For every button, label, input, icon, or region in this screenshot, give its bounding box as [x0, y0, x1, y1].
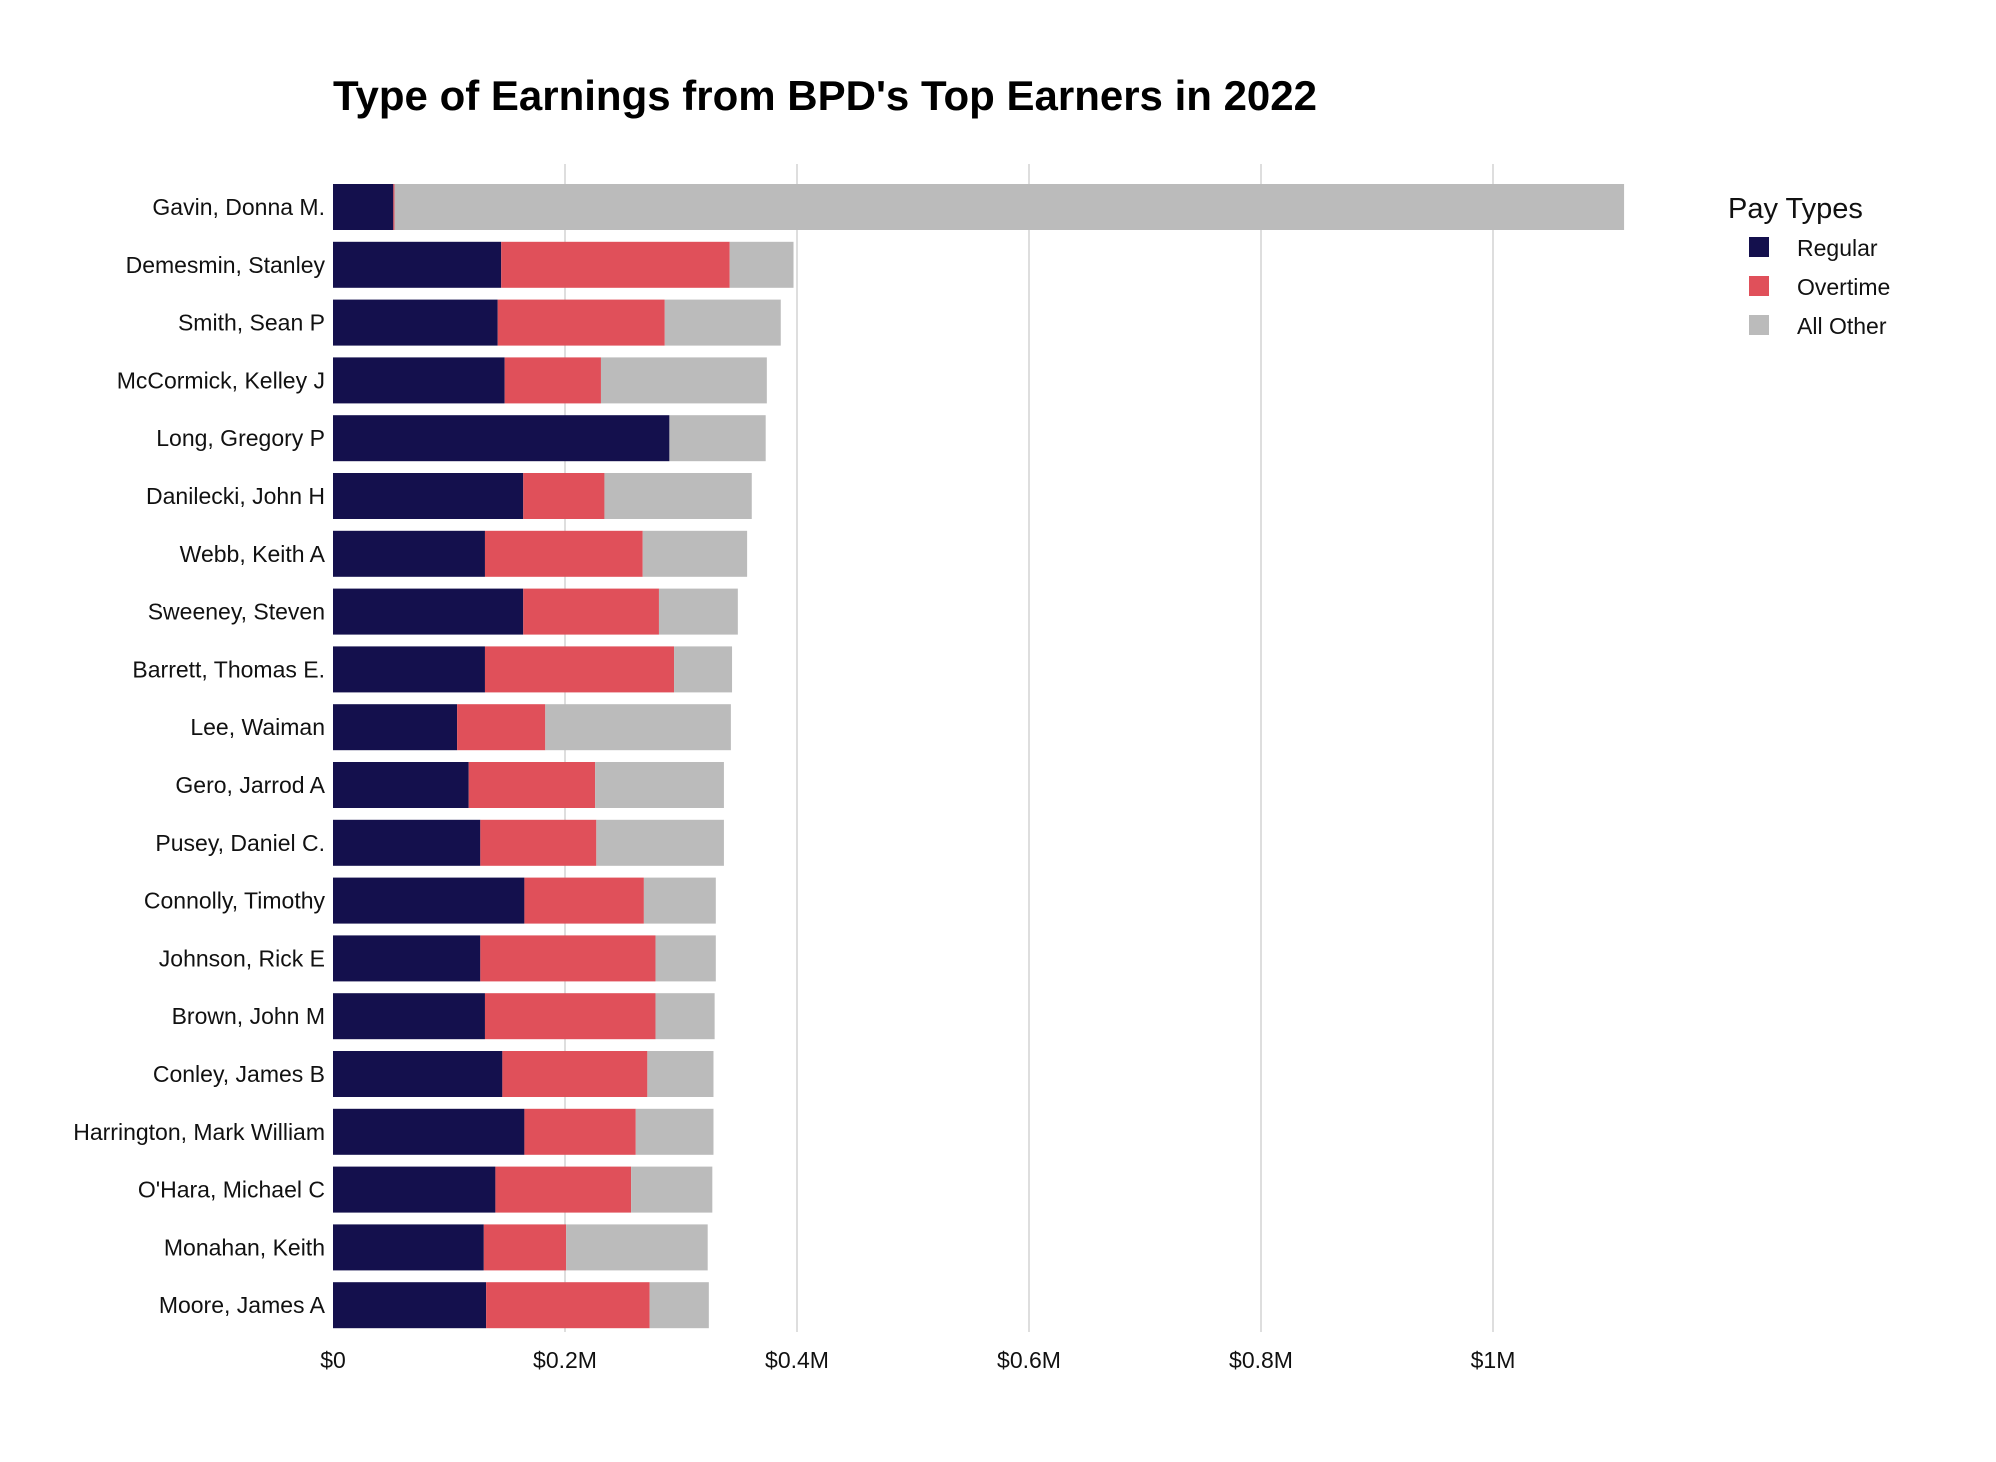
bar-segment-overtime [501, 241, 730, 288]
bar-segment-regular [333, 241, 502, 288]
chart-title: Type of Earnings from BPD's Top Earners … [333, 72, 1318, 119]
bar-segment-regular [333, 877, 525, 924]
legend-title: Pay Types [1728, 193, 1863, 225]
row-label: Conley, James B [153, 1061, 325, 1087]
legend-swatch [1749, 315, 1769, 335]
row-label: Monahan, Keith [164, 1234, 325, 1260]
bar-segment-regular [333, 1282, 487, 1329]
bar-segment-all-other [643, 877, 716, 924]
row-label: Demesmin, Stanley [126, 252, 326, 278]
bar-segment-overtime [524, 1108, 636, 1155]
bar-segment-overtime [393, 184, 395, 230]
legend-swatch [1749, 276, 1769, 296]
row-label: Barrett, Thomas E. [132, 656, 325, 682]
bar-segment-overtime [523, 588, 659, 635]
row-label: Gero, Jarrod A [175, 772, 325, 798]
row-label: Harrington, Mark William [73, 1119, 325, 1145]
bar-segment-overtime [484, 530, 643, 577]
x-tick-label: $0 [320, 1347, 346, 1373]
bar-segment-overtime [502, 1051, 648, 1097]
bar-segment-all-other [729, 241, 794, 288]
bars [333, 184, 1625, 1329]
bar-segment-regular [333, 1224, 484, 1271]
legend-label: Regular [1797, 235, 1878, 261]
bar-segment-regular [333, 1108, 525, 1155]
bar-segment-regular [333, 473, 524, 519]
bar-segment-all-other [566, 1224, 708, 1271]
bar-segment-regular [333, 184, 394, 230]
row-label: Webb, Keith A [180, 541, 326, 567]
row-label: Gavin, Donna M. [152, 194, 325, 220]
bar-segment-all-other [394, 184, 1625, 230]
legend-label: All Other [1797, 313, 1887, 339]
bar-segment-all-other [604, 473, 752, 519]
bar-segment-regular [333, 646, 485, 693]
row-label: Sweeney, Steven [148, 599, 325, 625]
bar-segment-overtime [468, 762, 596, 808]
bar-segment-regular [333, 762, 469, 808]
bar-segment-regular [333, 1166, 496, 1213]
row-label: Danilecki, John H [146, 483, 325, 509]
bar-segment-overtime [484, 646, 675, 693]
row-label: McCormick, Kelley J [117, 367, 325, 393]
bar-segment-regular [333, 299, 498, 346]
bar-segment-regular [333, 415, 670, 462]
bar-segment-regular [333, 935, 481, 982]
x-tick-label: $0.2M [533, 1347, 597, 1373]
bar-segment-overtime [486, 1282, 650, 1329]
bar-segment-regular [333, 704, 458, 751]
bar-segment-overtime [497, 299, 665, 346]
bar-segment-regular [333, 588, 524, 635]
bar-segment-regular [333, 530, 485, 577]
bar-segment-all-other [596, 819, 724, 866]
bar-segment-all-other [655, 935, 716, 982]
bar-segment-regular [333, 819, 481, 866]
x-tick-label: $0.8M [1229, 1347, 1293, 1373]
bar-segment-overtime [480, 935, 656, 982]
bar-segment-all-other [642, 530, 748, 577]
row-label: Moore, James A [159, 1292, 326, 1318]
bar-segment-overtime [480, 819, 597, 866]
bar-segment-all-other [674, 646, 733, 693]
bar-segment-overtime [484, 993, 656, 1040]
bar-segment-regular [333, 357, 505, 404]
row-label: Pusey, Daniel C. [155, 830, 325, 856]
bar-segment-all-other [649, 1282, 709, 1329]
bar-segment-overtime [504, 357, 601, 404]
x-tick-label: $1M [1471, 1347, 1516, 1373]
bar-segment-all-other [635, 1108, 714, 1155]
bar-segment-all-other [631, 1166, 713, 1213]
row-label: Johnson, Rick E [159, 945, 325, 971]
x-axis-ticks: $0 $0.2M $0.4M $0.6M $0.8M $1M [320, 1347, 1515, 1373]
row-label: Smith, Sean P [178, 310, 325, 336]
row-labels: Gavin, Donna M. Demesmin, Stanley Smith, S… [73, 194, 325, 1318]
row-label: Connolly, Timothy [144, 888, 326, 914]
row-label: Long, Gregory P [156, 425, 325, 451]
bar-segment-overtime [523, 473, 605, 519]
bar-segment-overtime [524, 877, 644, 924]
bar-segment-all-other [545, 704, 731, 751]
bar-segment-all-other [647, 1051, 714, 1097]
legend-label: Overtime [1797, 274, 1890, 300]
row-label: O'Hara, Michael C [138, 1177, 325, 1203]
bar-segment-regular [333, 1051, 503, 1097]
bar-segment-all-other [595, 762, 724, 808]
bar-segment-all-other [600, 357, 767, 404]
row-label: Lee, Waiman [190, 714, 325, 740]
legend-swatch [1749, 237, 1769, 257]
x-tick-label: $0.6M [997, 1347, 1061, 1373]
bar-segment-all-other [664, 299, 781, 346]
legend: Pay Types Regular Overtime All Other [1728, 193, 1890, 339]
bar-segment-overtime [483, 1224, 567, 1271]
bar-segment-regular [333, 993, 485, 1040]
bar-segment-overtime [495, 1166, 632, 1213]
bar-segment-overtime [457, 704, 546, 751]
row-label: Brown, John M [172, 1003, 325, 1029]
bar-segment-all-other [658, 588, 738, 635]
bar-segment-all-other [655, 993, 715, 1040]
bar-segment-all-other [669, 415, 766, 462]
x-tick-label: $0.4M [765, 1347, 829, 1373]
